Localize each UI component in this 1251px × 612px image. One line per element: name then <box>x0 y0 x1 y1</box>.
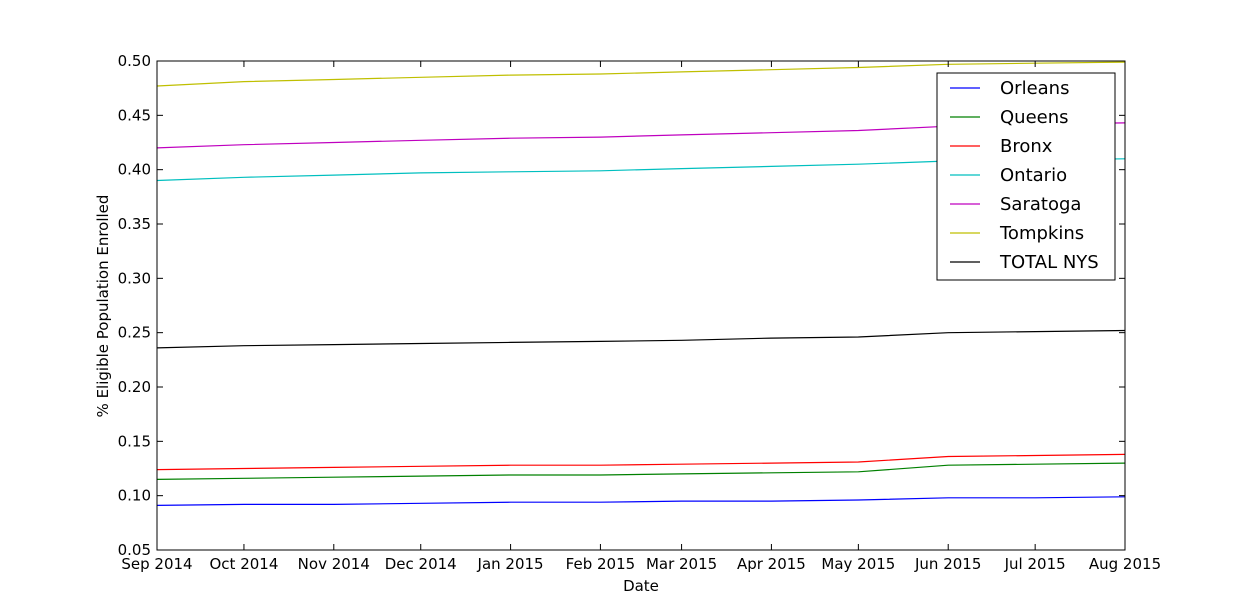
y-tick-label: 0.50 <box>118 52 151 70</box>
legend-label: Tompkins <box>999 223 1084 244</box>
series-line-bronx <box>156 453 1126 471</box>
x-tick-label: Jan 2015 <box>477 555 544 573</box>
y-tick-label: 0.35 <box>118 215 151 233</box>
legend-label: Ontario <box>1000 165 1067 186</box>
x-tick-label: May 2015 <box>821 555 895 573</box>
series-line-total-nys <box>156 329 1126 349</box>
y-tick-label: 0.45 <box>118 106 151 124</box>
x-tick-label: Jul 2015 <box>1004 555 1066 573</box>
legend-box <box>936 72 1116 281</box>
legend-label: Bronx <box>1000 136 1053 157</box>
x-tick-label: Dec 2014 <box>385 555 457 573</box>
legend-label: Saratoga <box>1000 194 1081 215</box>
y-axis-tick-labels: 0.05 0.10 0.15 0.20 0.25 0.30 0.35 0.40 0.45 0.50 <box>118 52 151 559</box>
x-tick-label: Nov 2014 <box>298 555 370 573</box>
x-tick-label: Mar 2015 <box>646 555 717 573</box>
y-tick-label: 0.30 <box>118 269 151 287</box>
x-tick-label: Oct 2014 <box>210 555 279 573</box>
legend-label: Queens <box>1000 107 1069 128</box>
y-tick-label: 0.15 <box>118 432 151 450</box>
y-axis-label: % Eligible Population Enrolled <box>94 195 112 418</box>
legend-label: Orleans <box>1000 78 1069 99</box>
legend: Orleans Queens Bronx Ontario Saratoga Tompkin… <box>936 72 1116 281</box>
series-line-tompkins <box>156 61 1126 87</box>
x-axis-tick-labels: Sep 2014 Oct 2014 Nov 2014 Dec 2014 Jan 2015… <box>121 555 1161 573</box>
x-tick-label: Aug 2015 <box>1089 555 1161 573</box>
y-tick-label: 0.20 <box>118 378 151 396</box>
y-tick-label: 0.10 <box>118 487 151 505</box>
series-line-queens <box>156 462 1126 480</box>
axis-ticks <box>156 60 1126 551</box>
x-tick-label: Feb 2015 <box>566 555 636 573</box>
y-tick-label: 0.40 <box>118 161 151 179</box>
plot-area <box>156 61 1126 506</box>
y-tick-label: 0.05 <box>118 541 151 559</box>
x-tick-label: Apr 2015 <box>737 555 806 573</box>
x-tick-label: Jun 2015 <box>914 555 981 573</box>
x-axis-label: Date <box>623 577 659 595</box>
plot-frame <box>156 60 1126 551</box>
series-line-orleans <box>156 496 1126 506</box>
legend-label: TOTAL NYS <box>999 252 1099 273</box>
x-tick-label: Sep 2014 <box>121 555 192 573</box>
y-tick-label: 0.25 <box>118 324 151 342</box>
